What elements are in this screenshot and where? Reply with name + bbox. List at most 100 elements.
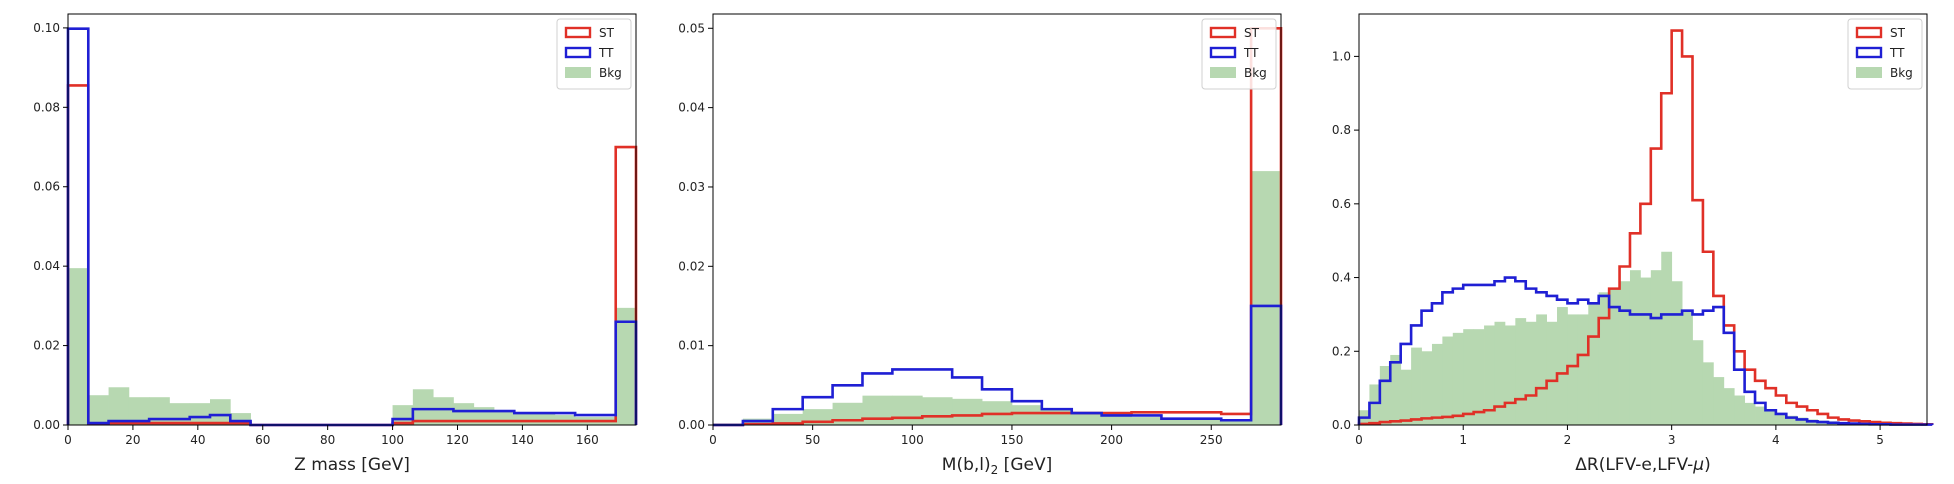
bar-bkg (1504, 325, 1516, 425)
legend-swatch-bkg (1210, 67, 1236, 78)
legend: ST TT Bkg (1201, 18, 1277, 90)
bar-bkg (412, 389, 434, 425)
bar-bkg (1390, 354, 1402, 425)
bar-bkg (1379, 366, 1391, 425)
bar-bkg (1682, 310, 1693, 425)
y-tick-label: 0.08 (33, 100, 60, 114)
bar-bkg (1463, 329, 1475, 425)
bar-bkg (1484, 325, 1495, 425)
bar-bkg (1011, 405, 1043, 425)
bar-bkg (1755, 406, 1766, 425)
legend-swatch-tt (564, 46, 592, 59)
bar-bkg (1744, 402, 1756, 425)
y-tick-label: 0.10 (33, 21, 60, 35)
bar-bkg (832, 402, 863, 425)
x-tick-label: 100 (901, 433, 924, 447)
bar-bkg (230, 413, 251, 425)
x-tick-label: 120 (446, 433, 469, 447)
legend: ST TT Bkg (1847, 18, 1923, 90)
y-tick-label: 0.04 (33, 259, 60, 273)
legend-label-bkg: Bkg (1890, 66, 1913, 80)
y-tick-label: 0.02 (678, 259, 705, 273)
y-tick-label: 0.00 (678, 418, 705, 432)
bar-bkg (892, 395, 923, 425)
step-line-st (1357, 29, 1934, 426)
bar-bkg (772, 413, 804, 425)
bar-bkg (1041, 409, 1073, 425)
bar-bkg (1567, 314, 1579, 425)
y-tick-label: 0.0 (1332, 418, 1351, 432)
x-tick-label: 200 (1100, 433, 1123, 447)
bar-bkg (1577, 314, 1589, 425)
bar-bkg (1525, 321, 1537, 425)
bar-bkg (1650, 270, 1662, 425)
bar-bkg (68, 268, 89, 425)
y-tick-label: 0.8 (1332, 123, 1351, 137)
bar-bkg (1734, 395, 1746, 425)
step-line-tt (713, 304, 1283, 427)
legend-swatch-bkg (1856, 67, 1882, 78)
bar-bkg (922, 397, 953, 425)
bar-bkg (1473, 329, 1485, 425)
bar-bkg (1598, 292, 1610, 425)
series-bkg (713, 171, 1282, 425)
x-tick-label: 2 (1564, 433, 1572, 447)
bar-bkg (1191, 419, 1222, 425)
bar-bkg (1452, 332, 1464, 425)
bar-bkg (1619, 281, 1631, 425)
bar-bkg (1131, 417, 1162, 425)
legend-label-st: ST (599, 26, 615, 40)
legend-label-bkg: Bkg (599, 66, 622, 80)
x-tick-label: 0 (64, 433, 72, 447)
bar-bkg (514, 413, 535, 425)
x-tick-label: 50 (805, 433, 820, 447)
y-tick-label: 0.6 (1332, 197, 1351, 211)
y-tick-label: 1.0 (1332, 49, 1351, 63)
bar-bkg (1765, 410, 1777, 425)
bar-bkg (1609, 288, 1620, 425)
x-tick-label: 140 (511, 433, 534, 447)
y-tick-label: 0.03 (678, 180, 705, 194)
bar-bkg (1702, 362, 1714, 425)
plot-frame (712, 13, 1282, 426)
x-tick-label: 100 (381, 433, 404, 447)
bar-bkg (1369, 384, 1381, 425)
legend-swatch-bkg (565, 67, 591, 78)
legend-swatch-st (1855, 26, 1883, 39)
bar-bkg (1536, 314, 1547, 425)
x-tick-label: 0 (1355, 433, 1363, 447)
bar-bkg (1546, 321, 1558, 425)
bar-bkg (1515, 318, 1527, 425)
x-tick-label: 160 (576, 433, 599, 447)
legend: ST TT Bkg (556, 18, 632, 90)
y-tick-label: 0.04 (678, 101, 705, 115)
x-tick-label: 150 (1000, 433, 1023, 447)
bar-bkg (1588, 303, 1600, 425)
bar-bkg (1494, 321, 1506, 425)
bar-bkg (1629, 270, 1641, 425)
x-tick-label: 60 (255, 433, 270, 447)
y-tick-label: 0.4 (1332, 271, 1351, 285)
bar-bkg (862, 395, 893, 425)
bar-bkg (1400, 369, 1412, 425)
bar-bkg (1071, 413, 1103, 425)
bar-bkg (1101, 415, 1132, 425)
y-tick-label: 0.02 (33, 339, 60, 353)
y-tick-label: 0.01 (678, 339, 705, 353)
bar-bkg (1251, 171, 1282, 425)
y-tick-label: 0.06 (33, 180, 60, 194)
bar-bkg (1221, 420, 1252, 425)
bar-bkg (1796, 417, 1808, 425)
x-tick-label: 250 (1200, 433, 1223, 447)
bar-bkg (952, 398, 983, 425)
bar-bkg (1431, 343, 1443, 425)
x-tick-label: 3 (1668, 433, 1676, 447)
x-tick-label: 5 (1876, 433, 1884, 447)
bar-bkg (1692, 340, 1704, 425)
bar-bkg (1411, 347, 1422, 425)
bar-bkg (453, 403, 475, 425)
bar-bkg (88, 395, 109, 425)
x-tick-label: 40 (190, 433, 205, 447)
legend-label-st: ST (1244, 26, 1260, 40)
